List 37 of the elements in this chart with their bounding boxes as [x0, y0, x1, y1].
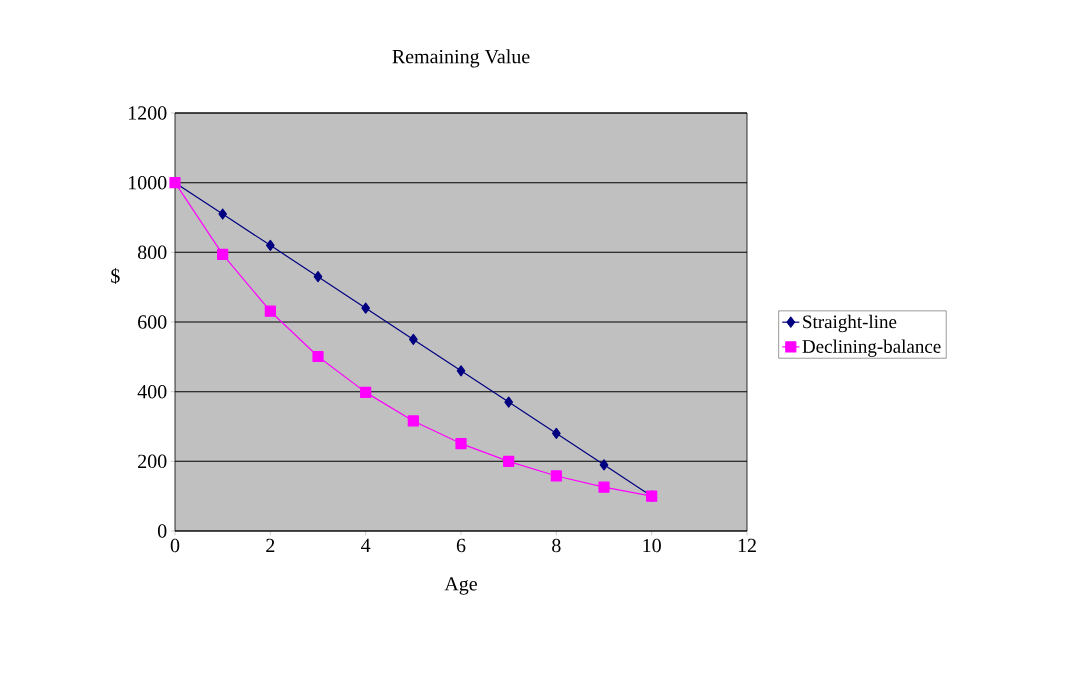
x-axis-title: Age — [444, 577, 477, 595]
x-tick-label: 12 — [738, 538, 756, 553]
x-tick-label: 8 — [552, 538, 561, 553]
y-tick-label: 1000 — [128, 175, 167, 190]
point — [407, 415, 419, 427]
y-axis-title: $ — [111, 268, 120, 284]
point — [503, 455, 515, 467]
y-tick-label: 200 — [138, 454, 167, 469]
y-tick-label: 400 — [137, 384, 167, 399]
point — [265, 239, 275, 251]
point — [312, 350, 324, 363]
point — [360, 386, 372, 398]
x-tick-label: 4 — [361, 538, 371, 552]
point — [551, 427, 561, 440]
point — [408, 333, 418, 346]
legend-label: Declining-balance — [802, 339, 941, 357]
y-tick-label: 1200 — [128, 106, 167, 120]
x-tick-label: 6 — [456, 538, 466, 553]
x-tick-label: 10 — [643, 538, 661, 553]
point — [313, 271, 323, 283]
chart-title: Remaining Value — [392, 49, 530, 68]
y-tick-label: 0 — [157, 524, 167, 538]
x-tick-label: 0 — [170, 538, 180, 553]
point — [218, 208, 228, 220]
point — [264, 305, 276, 317]
point — [599, 459, 609, 471]
point — [455, 437, 467, 450]
point — [456, 365, 466, 377]
y-tick-label: 600 — [138, 315, 167, 329]
point — [504, 396, 514, 408]
point — [217, 248, 229, 261]
point — [361, 302, 371, 314]
legend-label: Straight-line — [803, 314, 897, 333]
x-tick-label: 2 — [266, 538, 275, 553]
point — [598, 481, 610, 493]
point — [550, 470, 562, 482]
y-tick-label: 800 — [137, 245, 167, 260]
